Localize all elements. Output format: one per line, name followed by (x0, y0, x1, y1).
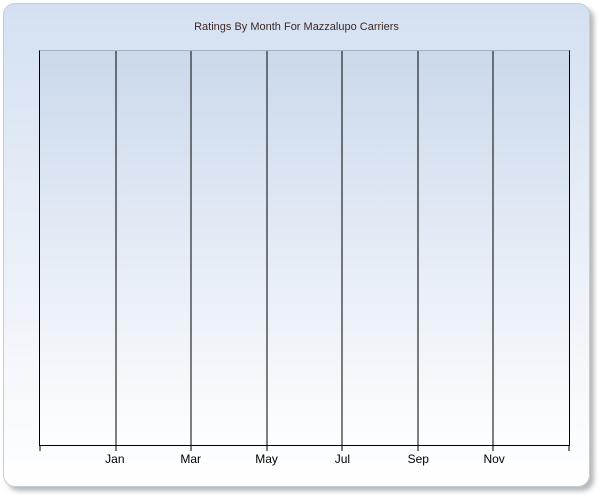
x-axis-label: May (255, 452, 278, 466)
x-axis-tick (341, 446, 343, 451)
x-axis-tick (417, 446, 419, 451)
gridline (492, 51, 494, 445)
gridline (341, 51, 343, 445)
x-axis-tick (115, 446, 117, 451)
x-axis-tick (266, 446, 268, 451)
chart-title: Ratings By Month For Mazzalupo Carriers (194, 21, 399, 33)
x-axis-tick (39, 446, 41, 451)
x-axis-label: Jan (105, 452, 125, 466)
x-axis-labels: Jan Mar May Jul Sep Nov (39, 452, 570, 466)
gridline (190, 51, 192, 445)
gridline (115, 51, 117, 445)
gridline (266, 51, 268, 445)
x-axis-label: Mar (180, 452, 202, 466)
x-axis-label: Nov (483, 452, 505, 466)
x-axis-label: Jul (334, 452, 351, 466)
x-axis-tick (492, 446, 494, 451)
x-axis-tick (190, 446, 192, 451)
chart-panel: Ratings By Month For Mazzalupo Carriers … (3, 3, 590, 487)
gridline (417, 51, 419, 445)
plot-area (39, 50, 570, 451)
x-axis-label: Sep (407, 452, 429, 466)
x-axis-tick (568, 446, 570, 451)
